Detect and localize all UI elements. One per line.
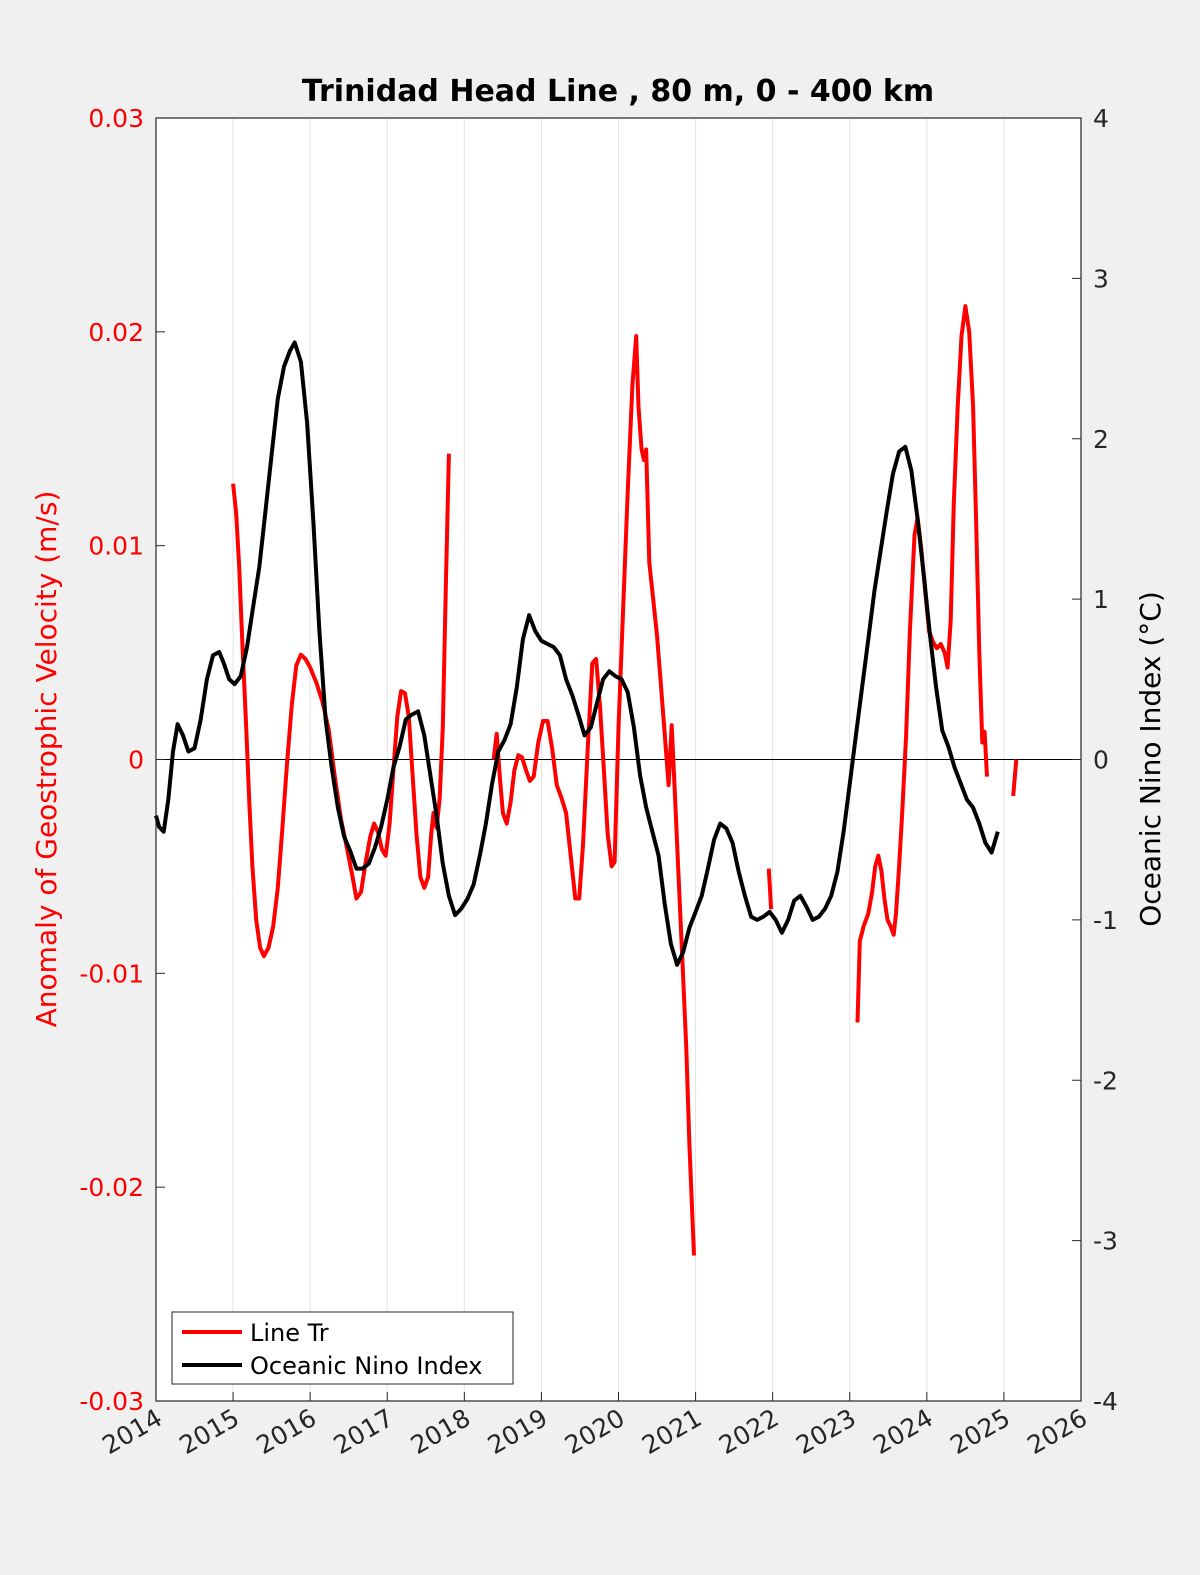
series-layer bbox=[154, 304, 1019, 1256]
left-tick-label--0.02: -0.02 bbox=[79, 1173, 144, 1202]
left-tick-label-0.03: 0.03 bbox=[88, 104, 144, 133]
series-line-tr-segment-1 bbox=[231, 453, 451, 959]
series-line-tr-segment-2 bbox=[491, 334, 696, 1256]
left-axis: -0.03 -0.02 -0.01 0 0.01 0.02 0.03 bbox=[79, 104, 165, 1416]
legend-label-oni: Oceanic Nino Index bbox=[250, 1352, 482, 1380]
left-tick-label-0: 0 bbox=[128, 746, 144, 775]
legend-box bbox=[171, 1311, 514, 1385]
right-tick-label--3: -3 bbox=[1093, 1227, 1118, 1256]
chart-title: Trinidad Head Line , 80 m, 0 - 400 km bbox=[302, 74, 934, 109]
legend-label-line-tr: Line Tr bbox=[250, 1319, 329, 1347]
legend: Line Tr Oceanic Nino Index bbox=[171, 1311, 514, 1385]
right-tick-label-2: 2 bbox=[1093, 425, 1109, 454]
series-line-tr-segment-5 bbox=[1011, 759, 1019, 797]
right-tick-label--4: -4 bbox=[1093, 1387, 1118, 1416]
right-tick-label--2: -2 bbox=[1093, 1066, 1118, 1095]
right-tick-label-4: 4 bbox=[1093, 104, 1109, 133]
left-tick-label--0.03: -0.03 bbox=[79, 1387, 144, 1416]
series-oceanic-nino-index-segment-1 bbox=[154, 340, 1000, 967]
left-tick-label--0.01: -0.01 bbox=[79, 959, 144, 988]
left-tick-label-0.02: 0.02 bbox=[88, 318, 144, 347]
series-line-tr-segment-3 bbox=[766, 868, 774, 910]
right-tick-label--1: -1 bbox=[1093, 906, 1118, 935]
right-tick-label-3: 3 bbox=[1093, 264, 1109, 293]
left-tick-label-0.01: 0.01 bbox=[88, 532, 144, 561]
right-axis-label: Oceanic Nino Index (°C) bbox=[1134, 591, 1167, 927]
right-tick-label-1: 1 bbox=[1093, 585, 1109, 614]
left-axis-label: Anomaly of Geostrophic Velocity (m/s) bbox=[30, 491, 63, 1028]
right-tick-label-0: 0 bbox=[1093, 746, 1109, 775]
right-axis: -4 -3 -2 -1 0 1 2 3 4 bbox=[1072, 104, 1118, 1416]
